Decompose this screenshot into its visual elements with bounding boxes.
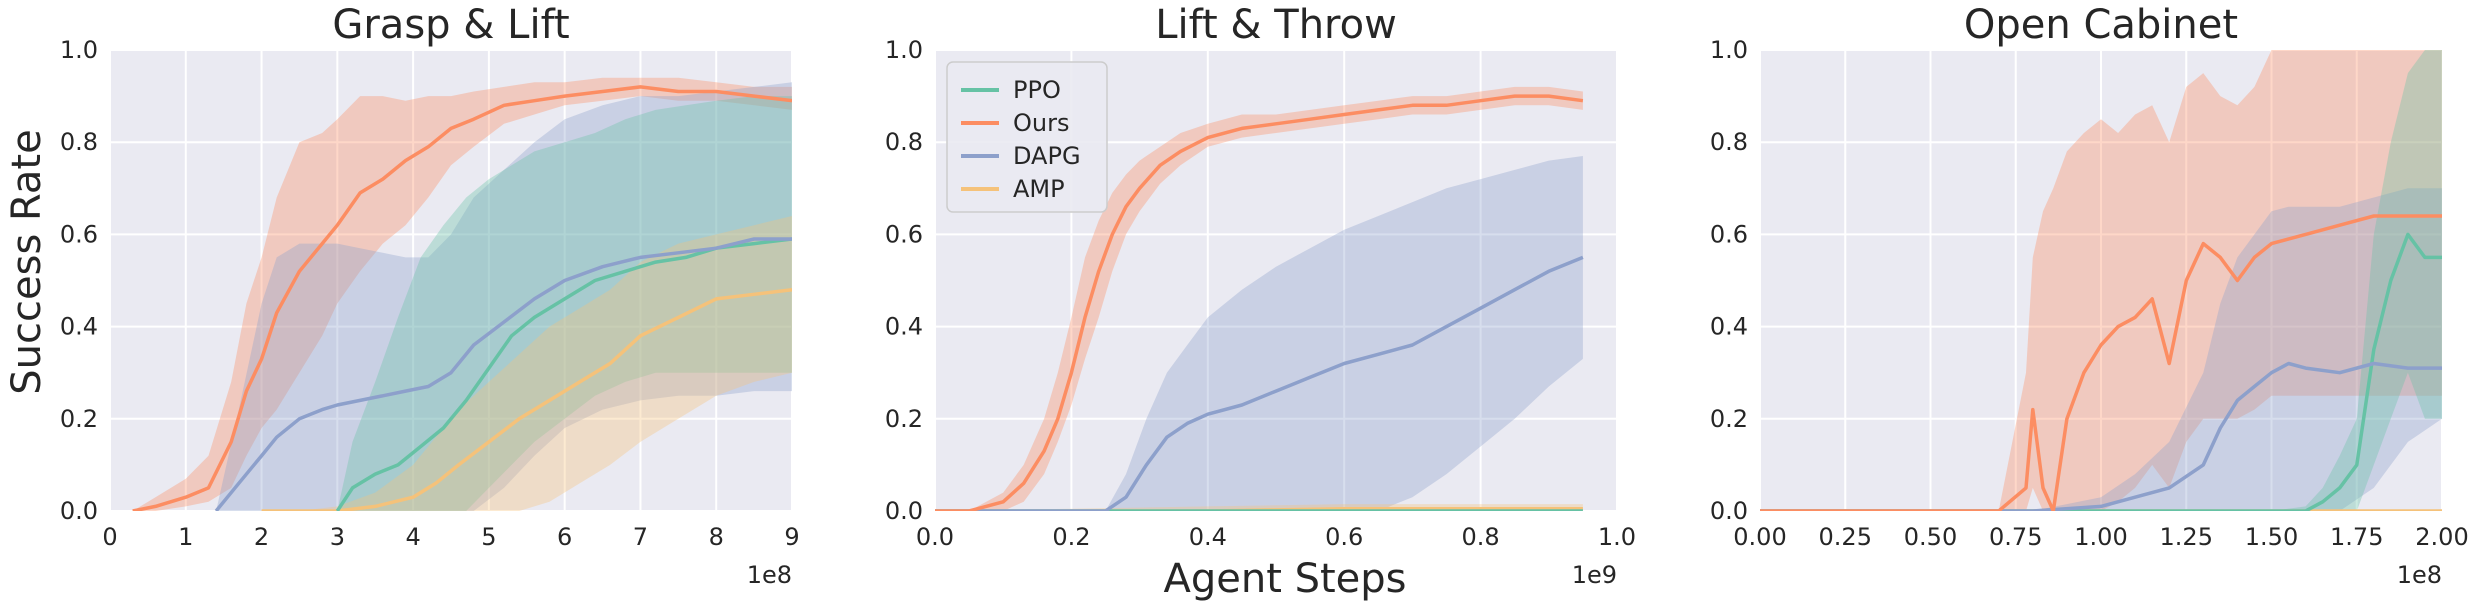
x-tick-label: 0 bbox=[102, 523, 117, 551]
y-tick-label: 0.6 bbox=[60, 220, 98, 248]
x-offset-label: 1e8 bbox=[747, 561, 792, 589]
series-group bbox=[132, 77, 792, 511]
series-group bbox=[1760, 50, 2442, 511]
y-tick-label: 0.4 bbox=[60, 313, 98, 341]
y-tick-label: 1.0 bbox=[60, 36, 98, 64]
x-offset-label: 1e9 bbox=[1572, 561, 1617, 589]
y-tick-label: 0.0 bbox=[60, 497, 98, 525]
x-tick-label: 9 bbox=[784, 523, 799, 551]
line-dapg bbox=[935, 255, 1584, 511]
y-tick-label: 0.2 bbox=[1710, 405, 1748, 433]
x-tick-label: 0.25 bbox=[1819, 523, 1872, 551]
band-ppo bbox=[1760, 50, 2442, 511]
y-tick-label: 0.8 bbox=[1710, 128, 1748, 156]
band-amp bbox=[261, 216, 792, 511]
legend-label-ppo: PPO bbox=[1013, 76, 1061, 104]
line-ppo bbox=[1760, 232, 2442, 511]
band-dapg bbox=[935, 156, 1583, 511]
x-tick-label: 0.6 bbox=[1325, 523, 1363, 551]
x-tick-label: 1.0 bbox=[1598, 523, 1636, 551]
x-tick-label: 0.2 bbox=[1052, 523, 1090, 551]
y-tick-label: 1.0 bbox=[885, 36, 923, 64]
y-tick-label: 0.2 bbox=[885, 405, 923, 433]
band-dapg bbox=[216, 82, 792, 511]
line-dapg bbox=[1760, 361, 2442, 511]
x-tick-label: 0.00 bbox=[1733, 523, 1786, 551]
legend: PPO Ours DAPG AMP bbox=[946, 61, 1108, 213]
series-group bbox=[935, 86, 1584, 511]
y-tick-label: 0.0 bbox=[885, 497, 923, 525]
x-tick-label: 1.25 bbox=[2160, 523, 2213, 551]
y-tick-label: 0.4 bbox=[1710, 313, 1748, 341]
chart-title: Open Cabinet bbox=[1964, 2, 2238, 48]
legend-box bbox=[946, 61, 1108, 213]
chart-title: Grasp & Lift bbox=[332, 2, 569, 48]
x-offset-label: 1e8 bbox=[2397, 561, 2442, 589]
x-tick-label: 1.00 bbox=[2074, 523, 2127, 551]
x-tick-label: 0.8 bbox=[1462, 523, 1500, 551]
x-tick-label: 3 bbox=[330, 523, 345, 551]
x-tick-label: 5 bbox=[481, 523, 496, 551]
x-tick-label: 1.75 bbox=[2330, 523, 2383, 551]
line-amp bbox=[261, 287, 792, 511]
x-tick-label: 2 bbox=[254, 523, 269, 551]
legend-label-dapg: DAPG bbox=[1013, 142, 1081, 170]
legend-label-amp: AMP bbox=[1013, 175, 1065, 203]
chart-title: Lift & Throw bbox=[1155, 2, 1397, 48]
x-tick-label: 6 bbox=[557, 523, 572, 551]
x-tick-label: 4 bbox=[405, 523, 420, 551]
band-dapg bbox=[1760, 188, 2442, 511]
x-tick-label: 7 bbox=[633, 523, 648, 551]
y-tick-label: 0.6 bbox=[1710, 220, 1748, 248]
chart-panel-1: 0 1 2 3 4 5 6 7 8 9 0.0 0.2 0.4 0.6 0.8 1.0 1e8 Grasp & L… bbox=[60, 2, 800, 589]
line-ours bbox=[132, 85, 792, 511]
x-tick-label: 0.0 bbox=[916, 523, 954, 551]
y-tick-label: 0.0 bbox=[1710, 497, 1748, 525]
x-tick-label: 0.75 bbox=[1989, 523, 2042, 551]
line-ours bbox=[1760, 214, 2442, 511]
figure-xlabel: Agent Steps bbox=[1163, 556, 1406, 602]
line-ours bbox=[935, 94, 1584, 511]
y-tick-label: 0.8 bbox=[885, 128, 923, 156]
x-tick-label: 8 bbox=[709, 523, 724, 551]
legend-label-ours: Ours bbox=[1013, 109, 1069, 137]
x-tick-label: 1 bbox=[178, 523, 193, 551]
line-ppo bbox=[335, 237, 792, 511]
y-tick-label: 0.2 bbox=[60, 405, 98, 433]
figure-ylabel: Success Rate bbox=[4, 129, 50, 394]
x-tick-label: 1.50 bbox=[2245, 523, 2298, 551]
y-tick-label: 0.8 bbox=[60, 128, 98, 156]
y-tick-label: 0.4 bbox=[885, 313, 923, 341]
band-ours bbox=[132, 77, 792, 511]
x-tick-label: 0.50 bbox=[1904, 523, 1957, 551]
y-tick-label: 1.0 bbox=[1710, 36, 1748, 64]
y-tick-label: 0.6 bbox=[885, 220, 923, 248]
band-ours bbox=[1760, 50, 2442, 511]
band-ppo bbox=[337, 96, 792, 511]
x-tick-label: 0.4 bbox=[1189, 523, 1227, 551]
line-dapg bbox=[214, 237, 792, 511]
x-tick-label: 2.00 bbox=[2415, 523, 2468, 551]
chart-panel-3: 0.00 0.25 0.50 0.75 1.00 1.25 1.50 1.75 2.00 0.0 0… bbox=[1710, 2, 2468, 589]
